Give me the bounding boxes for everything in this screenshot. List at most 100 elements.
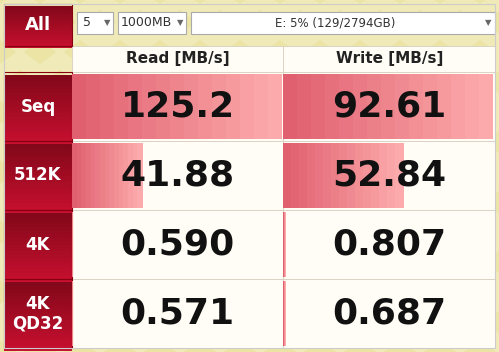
Text: 1000MB: 1000MB [120, 17, 172, 30]
Polygon shape [444, 250, 476, 274]
Bar [4, 29, 72, 31]
Polygon shape [444, 70, 476, 94]
Polygon shape [404, 310, 436, 334]
Bar [284, 212, 285, 277]
Bar [133, 143, 138, 208]
Bar [4, 316, 72, 320]
Polygon shape [424, 280, 456, 304]
Text: ▼: ▼ [485, 19, 491, 27]
Bar [4, 158, 72, 162]
Bar [4, 237, 72, 241]
Polygon shape [0, 280, 16, 304]
FancyBboxPatch shape [72, 72, 283, 141]
Bar [170, 74, 184, 139]
Bar [4, 89, 72, 93]
FancyBboxPatch shape [118, 12, 186, 34]
Bar [4, 72, 72, 141]
Bar [395, 74, 410, 139]
Text: Read [MB/s]: Read [MB/s] [126, 51, 230, 67]
Polygon shape [304, 160, 336, 184]
Bar [4, 140, 72, 144]
Polygon shape [164, 130, 196, 154]
Polygon shape [84, 130, 116, 154]
Polygon shape [184, 220, 216, 244]
Bar [4, 327, 72, 331]
Bar [311, 74, 326, 139]
Polygon shape [0, 0, 16, 4]
Bar [4, 199, 72, 203]
Bar [4, 240, 72, 245]
Polygon shape [4, 130, 36, 154]
Polygon shape [384, 340, 416, 352]
Text: 41.88: 41.88 [121, 158, 235, 193]
Polygon shape [484, 130, 499, 154]
Bar [4, 337, 72, 341]
Bar [409, 74, 424, 139]
Bar [4, 268, 72, 272]
Polygon shape [304, 340, 336, 352]
Bar [72, 281, 73, 346]
Polygon shape [244, 190, 276, 214]
Bar [72, 281, 73, 346]
Bar [4, 309, 72, 314]
Bar [4, 196, 72, 200]
Polygon shape [384, 160, 416, 184]
Bar [4, 175, 72, 179]
Bar [4, 299, 72, 303]
Polygon shape [304, 100, 336, 124]
Bar [4, 323, 72, 327]
Polygon shape [384, 220, 416, 244]
Bar [479, 74, 494, 139]
Bar [4, 20, 72, 23]
Bar [4, 109, 72, 113]
Bar [4, 223, 72, 227]
Polygon shape [44, 130, 76, 154]
Polygon shape [444, 310, 476, 334]
Polygon shape [244, 10, 276, 34]
Polygon shape [224, 220, 256, 244]
Bar [355, 143, 364, 208]
Bar [4, 303, 72, 307]
Polygon shape [224, 0, 256, 4]
Bar [72, 212, 73, 277]
Bar [4, 144, 72, 148]
Bar [299, 143, 308, 208]
Polygon shape [364, 190, 396, 214]
Bar [4, 186, 72, 189]
Polygon shape [144, 100, 176, 124]
Bar [4, 258, 72, 262]
Bar [72, 281, 73, 346]
Polygon shape [164, 70, 196, 94]
Polygon shape [424, 40, 456, 64]
Polygon shape [424, 220, 456, 244]
Bar [284, 212, 285, 277]
Polygon shape [404, 190, 436, 214]
Bar [323, 143, 332, 208]
Polygon shape [24, 0, 56, 4]
Polygon shape [404, 130, 436, 154]
Bar [4, 272, 72, 276]
Bar [72, 212, 73, 277]
Bar [72, 212, 73, 277]
Polygon shape [84, 190, 116, 214]
Bar [4, 341, 72, 345]
Polygon shape [104, 160, 136, 184]
Polygon shape [104, 100, 136, 124]
Bar [4, 27, 72, 29]
Polygon shape [404, 250, 436, 274]
Polygon shape [164, 250, 196, 274]
Polygon shape [44, 10, 76, 34]
Polygon shape [304, 220, 336, 244]
Polygon shape [284, 130, 316, 154]
Polygon shape [104, 220, 136, 244]
FancyBboxPatch shape [77, 12, 113, 34]
Polygon shape [184, 280, 216, 304]
Bar [4, 289, 72, 293]
Bar [4, 292, 72, 296]
Polygon shape [304, 40, 336, 64]
Polygon shape [44, 70, 76, 94]
Bar [4, 296, 72, 300]
Polygon shape [324, 250, 356, 274]
Polygon shape [384, 100, 416, 124]
Bar [283, 74, 298, 139]
